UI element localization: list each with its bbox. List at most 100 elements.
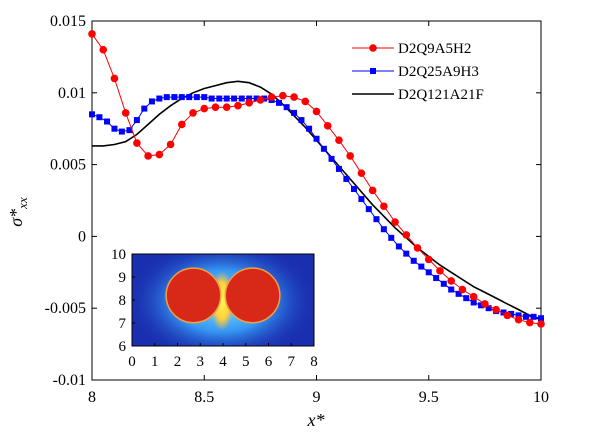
y-axis-label: σ*xx — [6, 197, 30, 227]
data-point — [291, 109, 298, 116]
x-tick-label: 8.5 — [194, 389, 214, 406]
y-axis-label-main: σ* — [6, 209, 26, 227]
data-point — [216, 95, 223, 102]
data-point — [121, 109, 130, 117]
data-point — [238, 95, 245, 102]
data-point — [380, 202, 388, 211]
data-point — [201, 94, 208, 101]
data-point — [481, 300, 489, 308]
data-point — [358, 196, 365, 203]
data-point — [193, 94, 200, 101]
data-point — [402, 231, 411, 239]
data-point — [133, 117, 140, 124]
data-point — [522, 313, 529, 320]
inset-y-tick-label: 9 — [119, 270, 127, 286]
data-point — [463, 295, 470, 302]
data-point — [148, 98, 155, 105]
data-point — [200, 104, 209, 113]
data-point — [298, 117, 305, 124]
inset-x-tick-label: 8 — [310, 354, 318, 370]
data-point — [144, 152, 152, 160]
data-point — [88, 30, 96, 38]
inset-x-tick-label: 2 — [174, 354, 182, 370]
data-point — [211, 103, 220, 111]
legend-marker — [369, 44, 377, 52]
x-axis-label: x* — [307, 410, 325, 430]
data-point — [380, 226, 387, 233]
data-point — [425, 269, 432, 276]
data-point — [515, 312, 522, 319]
inset-y-tick-label: 7 — [119, 316, 127, 332]
data-point — [388, 234, 395, 241]
inset-x-tick-label: 5 — [242, 354, 250, 370]
data-point — [323, 122, 332, 130]
inset-x-tick-label: 4 — [219, 354, 227, 370]
data-point — [410, 257, 417, 264]
x-tick-label: 10 — [533, 389, 549, 406]
inset-y-tick-label: 8 — [119, 293, 127, 309]
data-point — [395, 243, 402, 250]
x-tick-label: 9 — [313, 389, 321, 406]
data-point — [99, 45, 108, 54]
inset-x-tick-label: 6 — [265, 354, 273, 370]
data-point — [530, 313, 537, 320]
data-point — [365, 206, 372, 213]
data-point — [492, 305, 500, 314]
data-point — [133, 139, 141, 147]
data-point — [245, 99, 253, 107]
data-point — [368, 186, 377, 195]
legend: D2Q9A5H2 D2Q25A9H3 D2Q121A21F — [352, 41, 484, 103]
data-point — [478, 302, 485, 309]
data-point — [141, 105, 148, 112]
data-point — [256, 96, 265, 104]
inset-particle — [224, 267, 281, 324]
data-point — [373, 216, 380, 223]
data-point — [171, 94, 178, 101]
data-point — [104, 118, 111, 125]
data-point — [424, 255, 433, 264]
data-point — [525, 318, 534, 327]
data-point — [403, 250, 410, 257]
data-point — [267, 93, 276, 101]
legend-label: D2Q25A9H3 — [398, 64, 479, 80]
data-point — [178, 94, 185, 101]
inset-x-tick-label: 7 — [288, 354, 296, 370]
series-layer — [88, 30, 545, 328]
data-point — [110, 74, 119, 83]
data-point — [312, 107, 321, 116]
data-point — [96, 114, 103, 121]
x-axis-ticks: 8 8.5 9 9.5 10 — [88, 21, 549, 406]
data-point — [166, 140, 175, 149]
legend-label: D2Q121A21F — [398, 87, 484, 103]
legend-marker — [370, 68, 376, 74]
data-point — [503, 311, 512, 320]
y-tick-label: -0.01 — [53, 372, 86, 389]
data-point — [433, 275, 440, 282]
data-point — [118, 128, 125, 135]
data-point — [343, 175, 350, 182]
data-point — [276, 99, 283, 106]
data-point — [436, 267, 444, 275]
data-point — [186, 94, 193, 101]
svg-text:σ*xx: σ*xx — [6, 197, 30, 227]
data-point — [335, 165, 342, 172]
data-point — [253, 95, 260, 102]
data-point — [208, 95, 215, 102]
inset-y-tick-label: 10 — [111, 247, 126, 263]
data-point — [301, 97, 310, 106]
inset-y-ticks: 6 7 8 9 10 — [111, 247, 135, 355]
data-point — [223, 95, 230, 102]
data-point — [234, 101, 242, 110]
y-tick-label: 0.01 — [58, 85, 86, 102]
data-point — [279, 91, 287, 100]
data-point — [111, 125, 118, 132]
data-point — [500, 309, 507, 316]
y-tick-label: 0.005 — [50, 157, 86, 174]
data-point — [537, 320, 545, 328]
data-point — [418, 263, 425, 270]
inset-particle — [165, 267, 222, 324]
inset-x-tick-label: 0 — [128, 354, 136, 370]
data-point — [155, 150, 164, 159]
